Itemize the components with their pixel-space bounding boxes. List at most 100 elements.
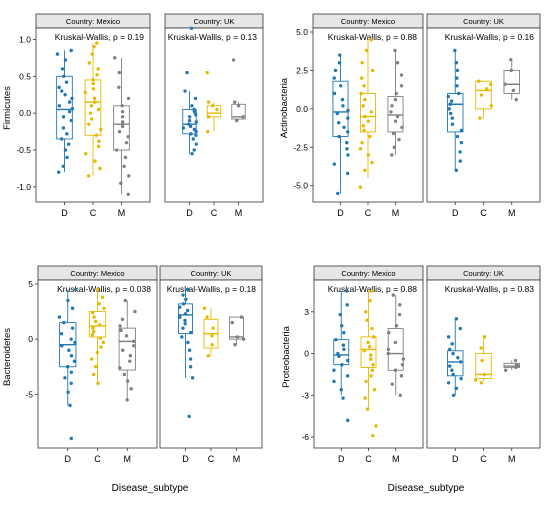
- facet-strip-label: Country: UK: [191, 269, 232, 278]
- data-point: [399, 374, 404, 378]
- data-point: [183, 312, 188, 316]
- data-point: [345, 171, 350, 176]
- data-point: [65, 132, 69, 136]
- data-point: [333, 68, 338, 73]
- data-point: [369, 374, 373, 378]
- data-point: [363, 114, 367, 119]
- x-tick-label: M: [392, 208, 400, 218]
- data-point: [100, 295, 105, 299]
- data-point: [127, 174, 131, 178]
- data-point: [178, 305, 182, 309]
- data-point: [503, 82, 507, 86]
- data-point: [88, 111, 93, 115]
- data-point: [337, 53, 342, 57]
- data-point: [359, 91, 363, 96]
- data-point: [205, 315, 209, 319]
- data-point: [122, 372, 127, 377]
- data-point: [450, 342, 454, 346]
- data-point: [391, 293, 395, 297]
- data-point: [70, 326, 75, 330]
- data-point: [453, 48, 457, 53]
- data-point: [450, 122, 455, 126]
- data-point: [66, 142, 71, 146]
- data-point: [117, 129, 122, 134]
- data-point: [332, 91, 337, 96]
- data-point: [479, 346, 483, 350]
- data-point: [210, 334, 214, 338]
- data-point: [363, 396, 367, 400]
- data-point: [387, 330, 391, 335]
- x-tick-label: C: [90, 208, 97, 218]
- data-point: [340, 362, 344, 367]
- data-point: [337, 120, 341, 125]
- data-point: [122, 164, 126, 168]
- data-point: [57, 104, 62, 108]
- data-point: [399, 84, 404, 88]
- y-tick-label: -2.5: [293, 142, 308, 152]
- data-point: [458, 360, 463, 364]
- data-point: [91, 326, 95, 330]
- data-point: [369, 110, 374, 114]
- data-point: [361, 104, 365, 108]
- x-tick-label: D: [182, 454, 189, 464]
- data-point: [366, 119, 370, 123]
- data-point: [69, 118, 74, 123]
- data-point: [60, 67, 65, 71]
- box-iqr: [475, 353, 492, 380]
- data-point: [398, 303, 402, 307]
- data-point: [114, 148, 119, 152]
- data-point: [448, 102, 453, 106]
- data-point: [194, 129, 198, 134]
- data-point: [363, 97, 367, 102]
- data-point: [61, 115, 66, 119]
- data-point: [368, 134, 372, 139]
- data-point: [338, 312, 342, 317]
- data-point: [370, 368, 375, 372]
- data-point: [191, 137, 195, 141]
- facet-strip-label: Country: UK: [463, 269, 504, 278]
- data-point: [60, 89, 64, 93]
- data-point: [120, 115, 125, 119]
- x-tick-label: C: [208, 454, 215, 464]
- data-point: [119, 328, 123, 333]
- data-point: [337, 61, 342, 65]
- data-point: [95, 350, 99, 355]
- data-point: [459, 140, 464, 145]
- data-point: [215, 107, 219, 112]
- data-point: [124, 334, 129, 338]
- y-tick-label: 0.5: [19, 71, 31, 81]
- y-axis-title: Firmicutes: [2, 86, 13, 130]
- data-point: [367, 344, 372, 349]
- data-point: [332, 368, 336, 372]
- data-point: [205, 70, 209, 75]
- panel-frame: [159, 279, 263, 449]
- y-tick-label: 2.5: [296, 65, 308, 75]
- data-point: [68, 403, 72, 408]
- data-point: [366, 340, 370, 345]
- facet-strip-label: Country: Mexico: [341, 17, 395, 26]
- x-tick-label: M: [508, 208, 516, 218]
- data-point: [97, 323, 102, 327]
- data-point: [448, 347, 452, 352]
- data-point: [97, 302, 101, 306]
- data-point: [393, 368, 398, 372]
- facet-strip-label: Country: UK: [463, 17, 504, 26]
- data-point: [62, 74, 66, 78]
- data-point: [458, 159, 462, 163]
- data-point: [60, 344, 64, 348]
- data-point: [61, 164, 65, 168]
- y-tick-label: 0.0: [296, 104, 308, 114]
- data-point: [188, 124, 193, 129]
- data-point: [202, 306, 207, 310]
- x-tick-label: C: [211, 208, 218, 218]
- data-point: [447, 107, 451, 111]
- x-tick-label: D: [452, 454, 459, 464]
- data-point: [120, 104, 124, 108]
- data-point: [63, 93, 67, 97]
- data-point: [189, 330, 193, 335]
- data-point: [186, 287, 190, 292]
- box-iqr: [229, 316, 244, 340]
- data-point: [346, 130, 350, 134]
- data-point: [336, 191, 340, 196]
- data-point: [187, 348, 192, 352]
